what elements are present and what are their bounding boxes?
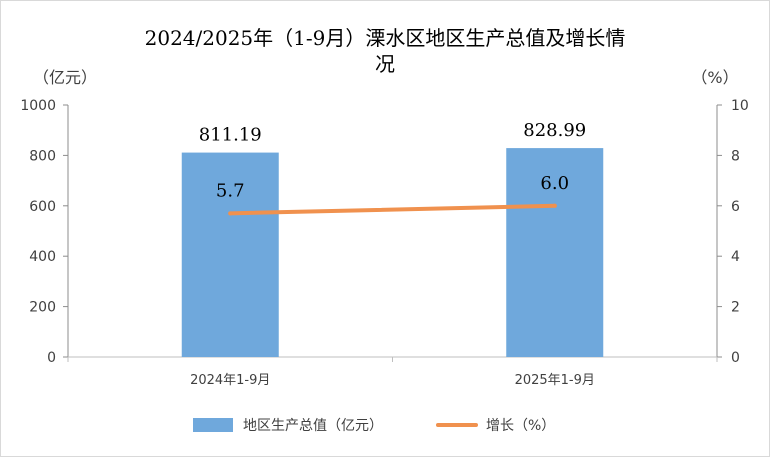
right-tick-label: 8 xyxy=(731,148,740,164)
left-tick-label: 400 xyxy=(29,249,56,265)
x-tick-label: 2024年1-9月 xyxy=(190,373,270,388)
plot-area: 0 200 400 600 800 1000 0 2 4 6 8 10 2024年1-9月 2025年1-… xyxy=(20,98,748,388)
growth-data-label: 6.0 xyxy=(540,173,569,194)
growth-data-label: 5.7 xyxy=(216,180,245,201)
left-tick-label: 600 xyxy=(29,199,56,215)
right-axis-unit: （%） xyxy=(691,68,738,87)
legend-swatch-bar xyxy=(193,418,233,432)
bar-data-label: 828.99 xyxy=(523,120,586,141)
bar xyxy=(506,148,604,357)
growth-point xyxy=(228,211,233,216)
right-tick-label: 2 xyxy=(731,300,740,316)
growth-point xyxy=(552,203,557,208)
chart-title-line1: 2024/2025年（1-9月）溧水区地区生产总值及增长情 xyxy=(145,26,626,50)
right-tick-label: 4 xyxy=(731,249,740,265)
left-axis-unit: （亿元） xyxy=(33,68,97,87)
left-tick-label: 0 xyxy=(47,350,56,366)
x-tick-label: 2025年1-9月 xyxy=(515,373,595,388)
right-tick-label: 0 xyxy=(731,350,740,366)
left-tick-label: 800 xyxy=(29,148,56,164)
right-tick-label: 10 xyxy=(731,98,749,114)
legend-label-line: 增长（%） xyxy=(486,418,555,434)
chart-title-line2: 况 xyxy=(375,52,395,76)
growth-line xyxy=(228,203,557,216)
right-tick-label: 6 xyxy=(731,199,740,215)
legend: 地区生产总值（亿元） 增长（%） xyxy=(193,418,555,434)
bar-data-label: 811.19 xyxy=(199,125,262,146)
left-tick-label: 200 xyxy=(29,300,56,316)
left-tick-label: 1000 xyxy=(20,98,56,114)
legend-label-bar: 地区生产总值（亿元） xyxy=(243,418,383,434)
bar xyxy=(181,152,279,357)
